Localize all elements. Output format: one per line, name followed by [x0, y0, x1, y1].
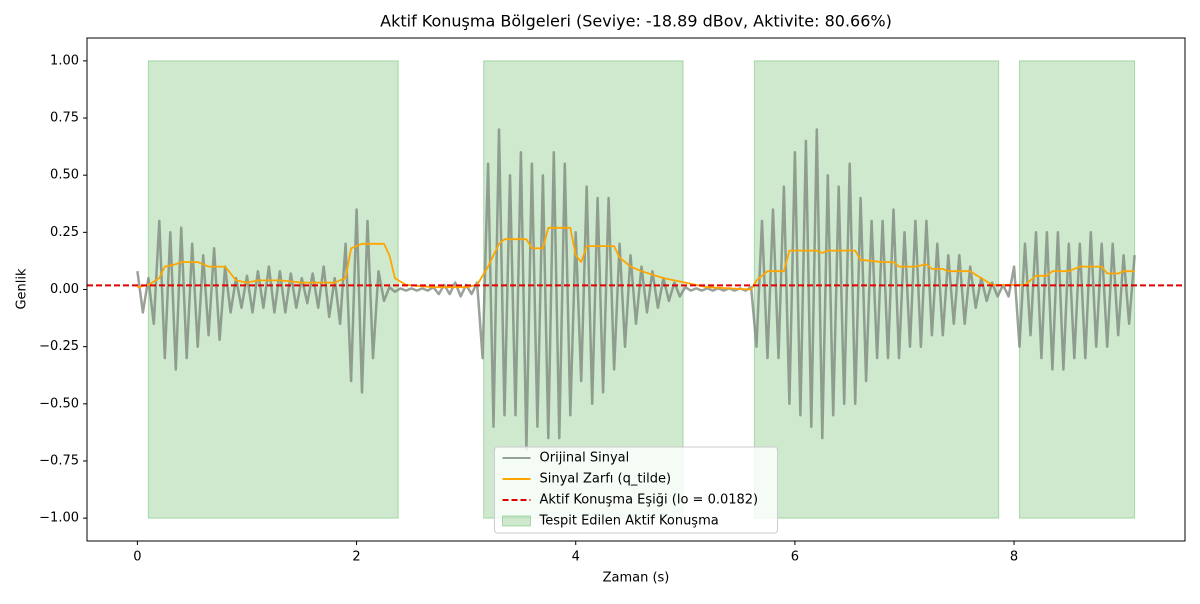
y-tick-label: −0.75 — [39, 453, 79, 468]
legend-label: Orijinal Sinyal — [540, 451, 630, 466]
series-line — [137, 226, 1135, 291]
active-region — [753, 60, 1000, 519]
y-tick-label: 0.25 — [50, 225, 79, 240]
y-axis-label: Genlik — [15, 268, 30, 310]
legend-swatch — [502, 515, 531, 527]
legend-label: Sinyal Zarfı (q_tilde) — [540, 472, 672, 487]
legend-label: Aktif Konuşma Eşiği (lo = 0.0182) — [540, 493, 759, 508]
x-tick-label: 4 — [572, 550, 580, 565]
y-tick-label: 0.75 — [50, 111, 79, 126]
x-axis-label: Zaman (s) — [603, 571, 670, 586]
x-tick-label: 0 — [133, 550, 141, 565]
legend-box — [494, 446, 778, 534]
y-tick-label: 1.00 — [50, 53, 79, 68]
legend: Orijinal Sinyal Sinyal Zarfı (q_tilde) Akt… — [494, 446, 778, 534]
y-tick-label: 0.00 — [50, 282, 79, 297]
x-tick-label: 2 — [352, 550, 360, 565]
legend-label: Tespit Edilen Aktif Konuşma — [539, 514, 719, 529]
y-tick-label: −0.50 — [39, 396, 79, 411]
y-tick-label: 0.50 — [50, 168, 79, 183]
chart-title: Aktif Konuşma Bölgeleri (Seviye: -18.89 … — [380, 12, 892, 31]
x-tick-label: 6 — [791, 550, 799, 565]
active-region — [147, 60, 399, 519]
y-tick-label: −1.00 — [39, 511, 79, 526]
x-tick-label: 8 — [1010, 550, 1018, 565]
y-tick-label: −0.25 — [39, 339, 79, 354]
series-line — [136, 128, 1136, 451]
